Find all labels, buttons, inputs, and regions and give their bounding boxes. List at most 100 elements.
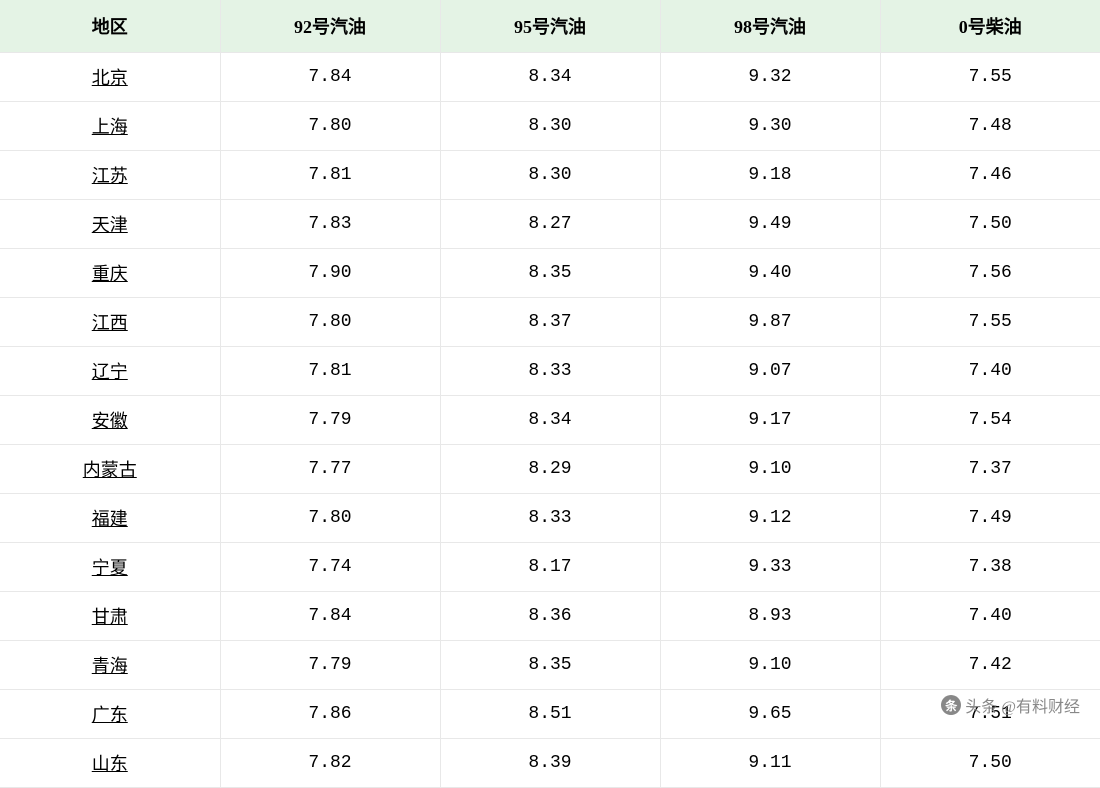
cell-gas98: 9.30 bbox=[660, 102, 880, 151]
cell-region: 广东 bbox=[0, 690, 220, 739]
cell-region: 天津 bbox=[0, 200, 220, 249]
cell-gas98: 9.10 bbox=[660, 641, 880, 690]
cell-diesel0: 7.55 bbox=[880, 298, 1100, 347]
cell-diesel0: 7.38 bbox=[880, 543, 1100, 592]
region-link[interactable]: 广东 bbox=[92, 705, 128, 725]
region-link[interactable]: 北京 bbox=[92, 68, 128, 88]
region-link[interactable]: 江苏 bbox=[92, 166, 128, 186]
cell-gas98: 9.33 bbox=[660, 543, 880, 592]
table-row: 山东7.828.399.117.50 bbox=[0, 739, 1100, 788]
cell-region: 福建 bbox=[0, 494, 220, 543]
table-row: 安徽 7.798.349.177.54 bbox=[0, 396, 1100, 445]
cell-gas95: 8.36 bbox=[440, 592, 660, 641]
cell-gas95: 8.34 bbox=[440, 396, 660, 445]
cell-gas95: 8.37 bbox=[440, 298, 660, 347]
cell-gas95: 8.34 bbox=[440, 53, 660, 102]
cell-gas98: 9.11 bbox=[660, 739, 880, 788]
cell-gas92: 7.86 bbox=[220, 690, 440, 739]
cell-gas98: 9.87 bbox=[660, 298, 880, 347]
region-link[interactable]: 重庆 bbox=[92, 264, 128, 284]
region-link[interactable]: 安徽 bbox=[92, 411, 128, 431]
watermark-icon: 条 bbox=[941, 695, 961, 715]
cell-diesel0: 7.50 bbox=[880, 739, 1100, 788]
table-row: 宁夏 7.748.179.337.38 bbox=[0, 543, 1100, 592]
cell-region: 安徽 bbox=[0, 396, 220, 445]
cell-gas92: 7.79 bbox=[220, 641, 440, 690]
watermark: 条 头条 @有料财经 bbox=[941, 693, 1080, 717]
cell-gas92: 7.79 bbox=[220, 396, 440, 445]
cell-region: 辽宁 bbox=[0, 347, 220, 396]
region-link[interactable]: 福建 bbox=[92, 509, 128, 529]
cell-region: 江西 bbox=[0, 298, 220, 347]
cell-gas95: 8.30 bbox=[440, 151, 660, 200]
cell-gas92: 7.84 bbox=[220, 53, 440, 102]
cell-gas92: 7.82 bbox=[220, 739, 440, 788]
cell-gas92: 7.81 bbox=[220, 347, 440, 396]
cell-diesel0: 7.54 bbox=[880, 396, 1100, 445]
cell-diesel0: 7.46 bbox=[880, 151, 1100, 200]
cell-gas92: 7.80 bbox=[220, 102, 440, 151]
cell-region: 重庆 bbox=[0, 249, 220, 298]
cell-gas98: 9.10 bbox=[660, 445, 880, 494]
table-header-row: 地区 92号汽油 95号汽油 98号汽油 0号柴油 bbox=[0, 0, 1100, 53]
cell-gas98: 9.12 bbox=[660, 494, 880, 543]
cell-gas98: 9.07 bbox=[660, 347, 880, 396]
table-row: 北京 7.848.349.327.55 bbox=[0, 53, 1100, 102]
cell-gas95: 8.51 bbox=[440, 690, 660, 739]
header-gas92: 92号汽油 bbox=[220, 0, 440, 53]
region-link[interactable]: 宁夏 bbox=[92, 558, 128, 578]
cell-region: 内蒙古 bbox=[0, 445, 220, 494]
region-link[interactable]: 内蒙古 bbox=[83, 460, 137, 480]
cell-gas95: 8.30 bbox=[440, 102, 660, 151]
region-link[interactable]: 江西 bbox=[92, 313, 128, 333]
cell-gas92: 7.74 bbox=[220, 543, 440, 592]
cell-gas98: 9.49 bbox=[660, 200, 880, 249]
cell-region: 上海 bbox=[0, 102, 220, 151]
cell-region: 宁夏 bbox=[0, 543, 220, 592]
region-link[interactable]: 天津 bbox=[92, 215, 128, 235]
region-link[interactable]: 青海 bbox=[92, 656, 128, 676]
cell-diesel0: 7.50 bbox=[880, 200, 1100, 249]
cell-gas98: 9.17 bbox=[660, 396, 880, 445]
cell-diesel0: 7.42 bbox=[880, 641, 1100, 690]
table-row: 江西 7.808.379.877.55 bbox=[0, 298, 1100, 347]
cell-diesel0: 7.37 bbox=[880, 445, 1100, 494]
table-row: 内蒙古 7.778.299.107.37 bbox=[0, 445, 1100, 494]
cell-gas95: 8.27 bbox=[440, 200, 660, 249]
cell-gas92: 7.90 bbox=[220, 249, 440, 298]
cell-gas98: 9.65 bbox=[660, 690, 880, 739]
header-gas95: 95号汽油 bbox=[440, 0, 660, 53]
cell-diesel0: 7.40 bbox=[880, 592, 1100, 641]
table-row: 上海 7.808.309.307.48 bbox=[0, 102, 1100, 151]
cell-gas98: 9.18 bbox=[660, 151, 880, 200]
region-link[interactable]: 辽宁 bbox=[92, 362, 128, 382]
cell-gas95: 8.17 bbox=[440, 543, 660, 592]
header-gas98: 98号汽油 bbox=[660, 0, 880, 53]
cell-diesel0: 7.48 bbox=[880, 102, 1100, 151]
cell-gas95: 8.33 bbox=[440, 347, 660, 396]
cell-gas95: 8.35 bbox=[440, 641, 660, 690]
cell-gas95: 8.29 bbox=[440, 445, 660, 494]
region-link[interactable]: 山东 bbox=[92, 754, 128, 774]
cell-region: 北京 bbox=[0, 53, 220, 102]
cell-region: 青海 bbox=[0, 641, 220, 690]
watermark-text: @有料财经 bbox=[1001, 693, 1080, 717]
cell-gas92: 7.80 bbox=[220, 494, 440, 543]
header-diesel0: 0号柴油 bbox=[880, 0, 1100, 53]
table-row: 广东7.868.519.657.51 bbox=[0, 690, 1100, 739]
cell-diesel0: 7.49 bbox=[880, 494, 1100, 543]
cell-region: 甘肃 bbox=[0, 592, 220, 641]
cell-gas98: 8.93 bbox=[660, 592, 880, 641]
watermark-prefix: 头条 bbox=[965, 693, 997, 717]
cell-gas92: 7.83 bbox=[220, 200, 440, 249]
cell-diesel0: 7.55 bbox=[880, 53, 1100, 102]
region-link[interactable]: 上海 bbox=[92, 117, 128, 137]
region-link[interactable]: 甘肃 bbox=[92, 607, 128, 627]
cell-region: 江苏 bbox=[0, 151, 220, 200]
cell-gas92: 7.80 bbox=[220, 298, 440, 347]
cell-gas98: 9.32 bbox=[660, 53, 880, 102]
cell-gas92: 7.77 bbox=[220, 445, 440, 494]
table-body: 北京7.848.349.327.55上海7.808.309.307.48江苏7.… bbox=[0, 53, 1100, 788]
table-row: 福建7.808.339.127.49 bbox=[0, 494, 1100, 543]
table-row: 天津 7.838.279.497.50 bbox=[0, 200, 1100, 249]
